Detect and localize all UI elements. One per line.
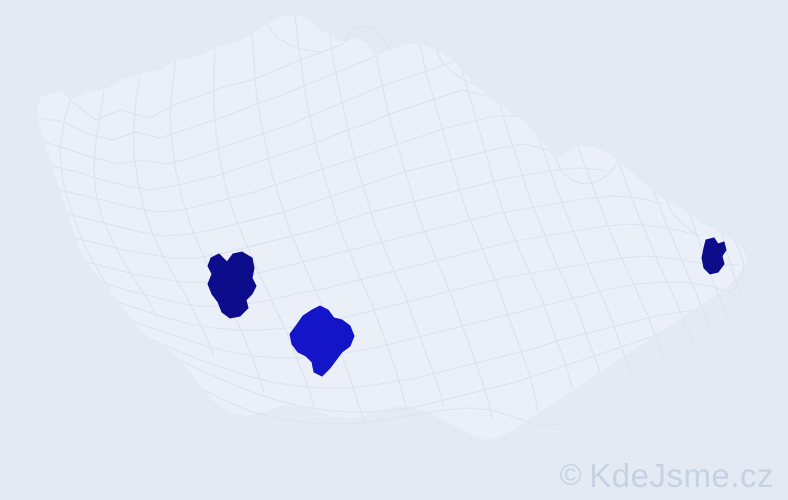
district-karvina-highlight[interactable]: [701, 237, 727, 275]
district-boundaries-extra: [265, 23, 745, 295]
country-outline: [38, 14, 748, 440]
district-boundaries: [37, 13, 741, 427]
district-plzen-jih-highlight[interactable]: [207, 251, 257, 319]
watermark: © KdeJsme.cz: [560, 459, 774, 492]
highlighted-districts: [207, 237, 727, 377]
watermark-text: KdeJsme.cz: [589, 457, 774, 494]
district-layer: [37, 13, 748, 440]
copyright-icon: ©: [559, 458, 583, 492]
district-pisek-highlight[interactable]: [289, 305, 355, 377]
